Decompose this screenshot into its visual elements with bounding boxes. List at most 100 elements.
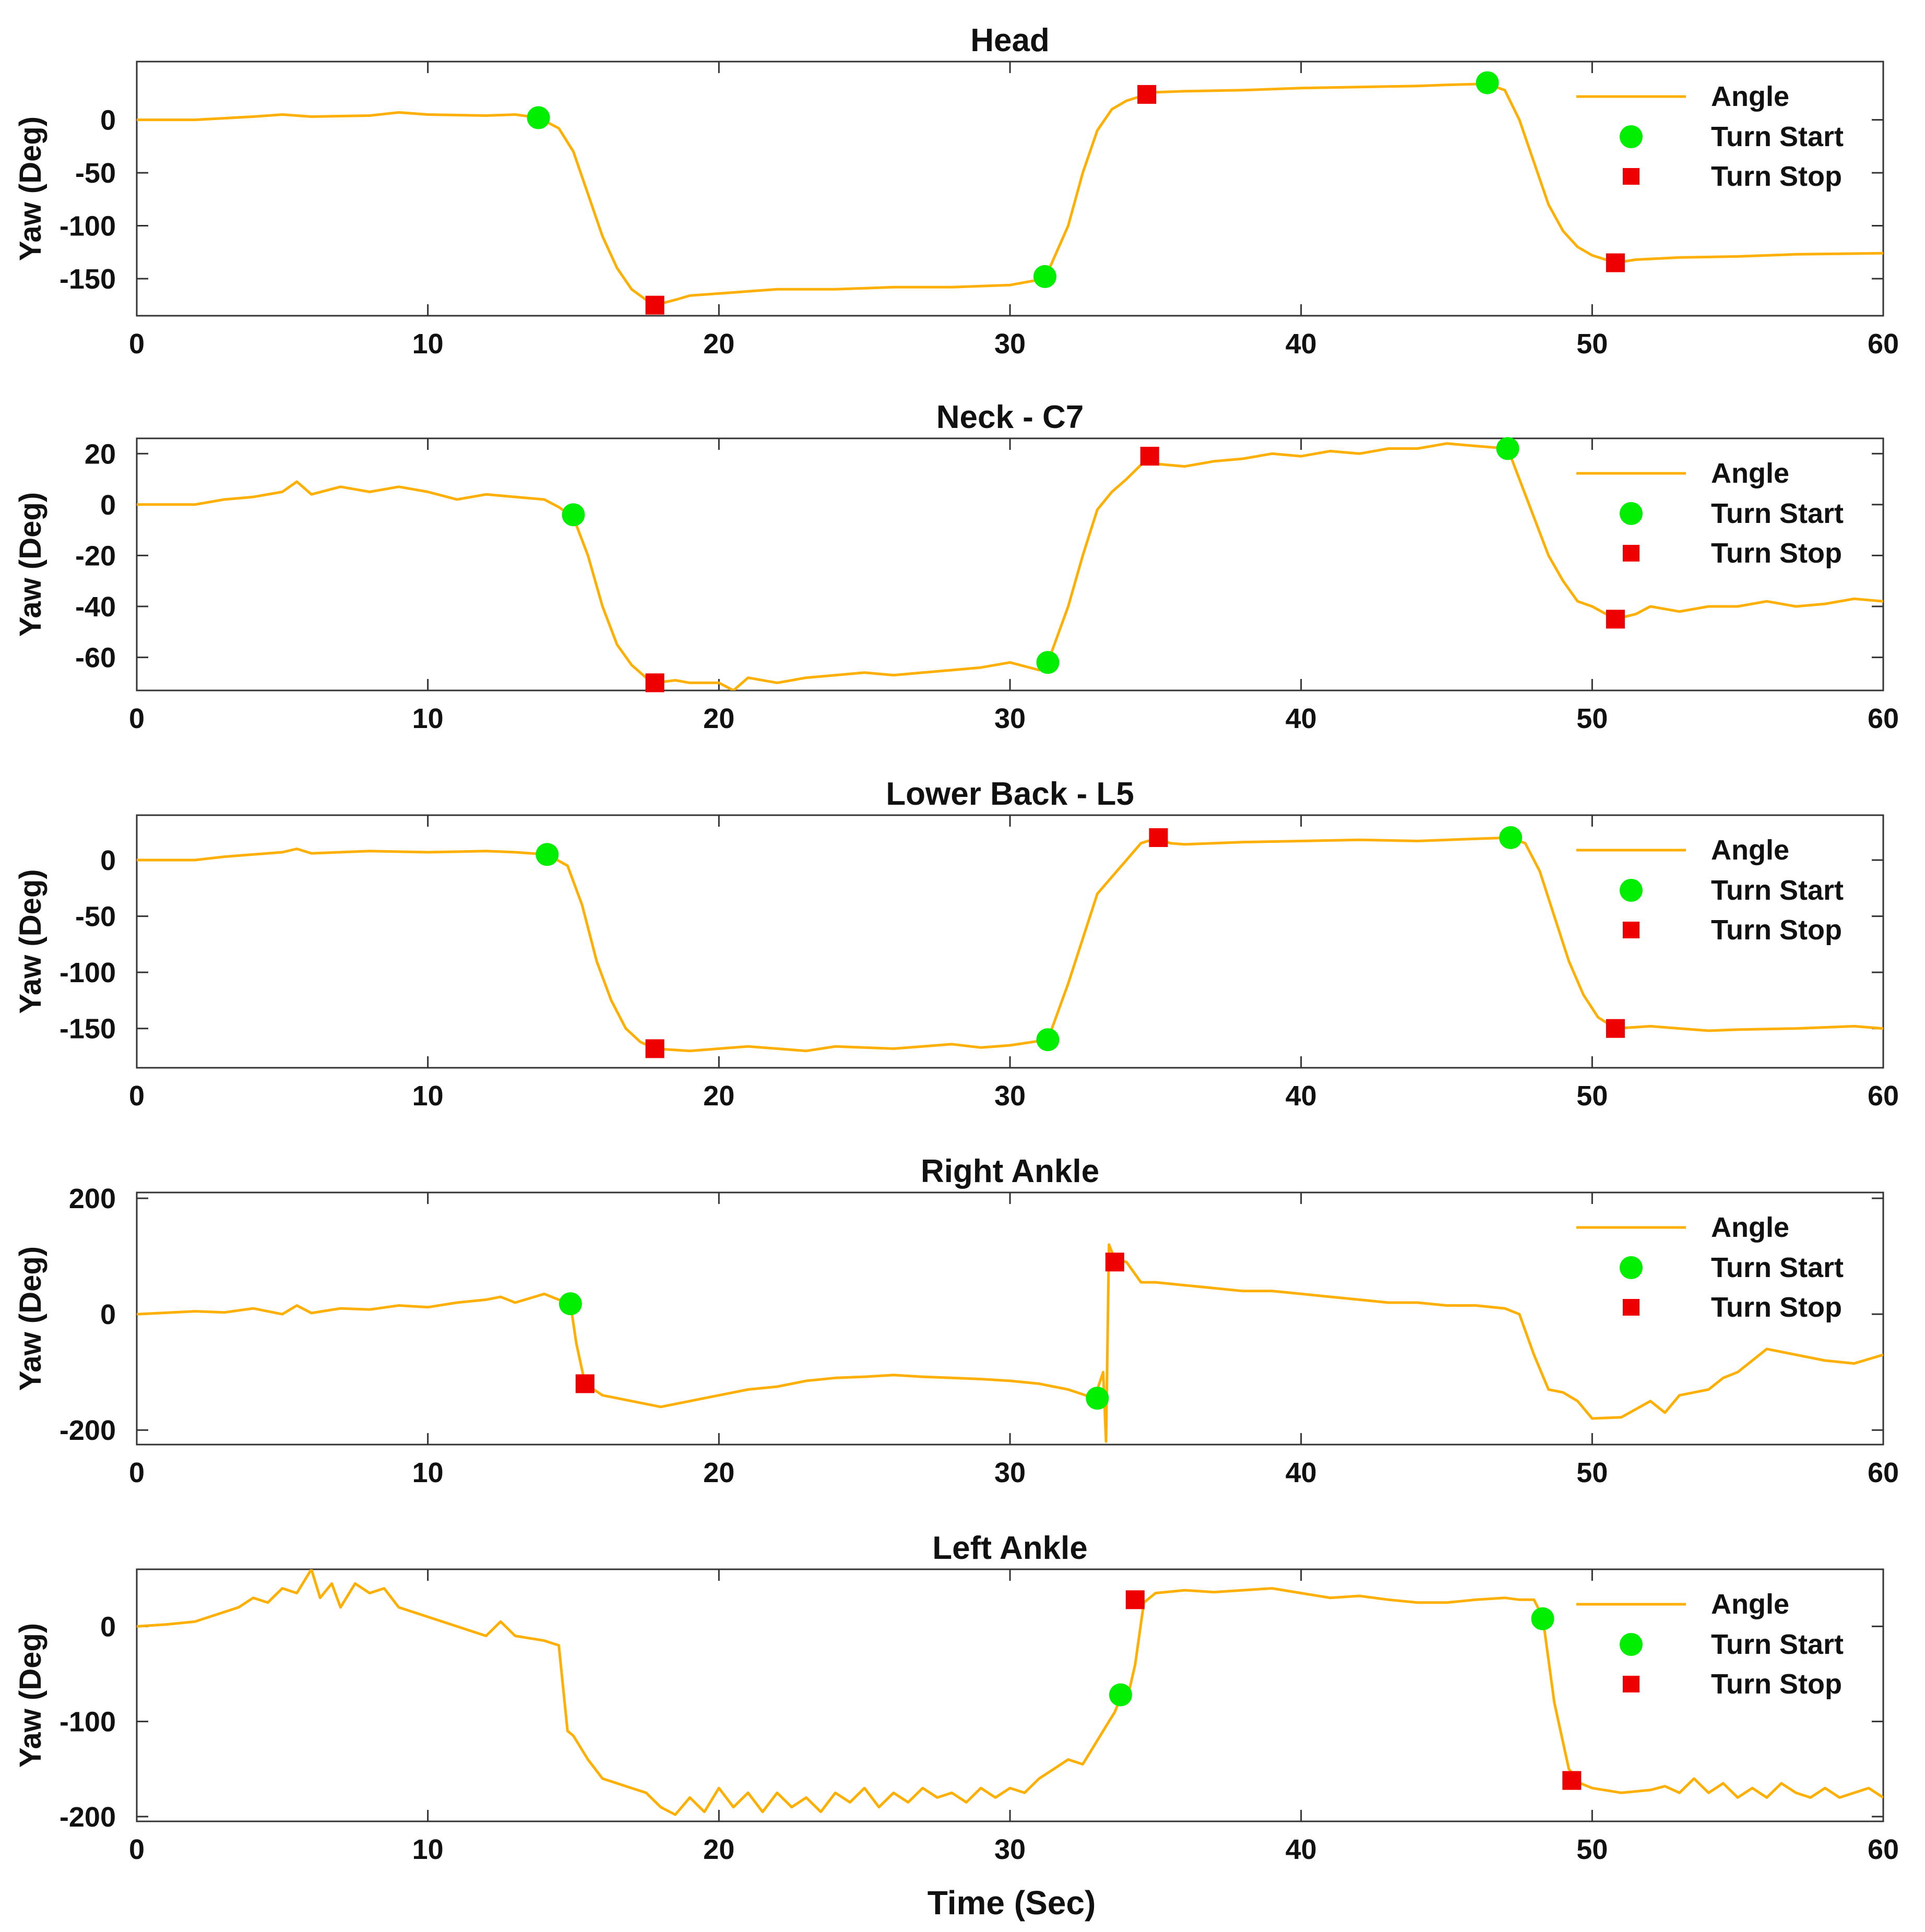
angle-series-line — [137, 1243, 1883, 1443]
legend-label-turn-stop: Turn Stop — [1711, 914, 1842, 946]
legend: Angle Turn Start Turn Stop — [1576, 81, 1844, 192]
axes-box — [136, 1191, 1884, 1446]
panel-title: Left Ankle — [932, 1530, 1087, 1566]
y-tick-label: -100 — [60, 957, 116, 988]
x-axis-label: Time (Sec) — [928, 1884, 1096, 1922]
y-axis-label: Yaw (Deg) — [14, 869, 47, 1013]
panel-4: Left Ankle Yaw (Deg) 0 10 20 30 40 50 60 -200 -100… — [14, 1530, 1899, 1865]
legend-label-turn-start: Turn Start — [1711, 121, 1844, 152]
panel-title: Head — [970, 22, 1050, 58]
legend-turn-start-swatch — [1620, 879, 1643, 902]
x-tick-label: 50 — [1576, 1080, 1608, 1112]
legend-turn-stop-swatch — [1623, 1299, 1639, 1316]
x-tick-label: 20 — [703, 1080, 734, 1112]
x-tick-label: 30 — [994, 1080, 1026, 1112]
turn-start-marker — [1036, 1028, 1060, 1052]
turn-start-marker — [562, 503, 585, 527]
legend-label-turn-start: Turn Start — [1711, 498, 1844, 529]
y-tick-label: -50 — [75, 901, 116, 933]
angle-series-line — [137, 836, 1883, 1053]
turn-start-marker — [1496, 437, 1519, 460]
x-tick-label: 30 — [994, 1834, 1026, 1865]
turn-stop-marker — [1606, 610, 1625, 629]
y-tick-label: -60 — [75, 642, 116, 674]
legend-label-turn-start: Turn Start — [1711, 875, 1844, 906]
legend-label-angle: Angle — [1711, 81, 1789, 112]
x-tick-label: 60 — [1868, 1834, 1899, 1865]
turn-stop-marker — [1125, 1590, 1145, 1609]
turn-stop-marker — [645, 295, 664, 315]
x-tick-label: 50 — [1576, 703, 1608, 734]
legend-label-angle: Angle — [1711, 1589, 1789, 1620]
turn-stop-marker — [1137, 85, 1157, 104]
legend-label-turn-stop: Turn Stop — [1711, 1668, 1842, 1700]
x-tick-label: 20 — [703, 328, 734, 360]
y-tick-label: 20 — [85, 438, 116, 470]
legend-label-turn-start: Turn Start — [1711, 1252, 1844, 1283]
legend-turn-start-swatch — [1620, 1633, 1643, 1656]
y-tick-label: -40 — [75, 591, 116, 623]
legend-label-angle: Angle — [1711, 458, 1789, 489]
y-tick-label: 0 — [100, 1299, 116, 1330]
legend: Angle Turn Start Turn Stop — [1576, 1589, 1844, 1700]
y-axis-label: Yaw (Deg) — [14, 492, 47, 637]
y-tick-label: -150 — [60, 1013, 116, 1045]
legend-turn-start-swatch — [1620, 502, 1643, 525]
legend-turn-stop-swatch — [1623, 545, 1639, 562]
x-tick-label: 10 — [412, 1834, 444, 1865]
axes-box — [136, 437, 1884, 691]
x-tick-label: 10 — [412, 1457, 444, 1488]
legend-label-angle: Angle — [1711, 1212, 1789, 1243]
y-tick-label: -100 — [60, 1707, 116, 1738]
panel-title: Right Ankle — [921, 1153, 1099, 1189]
y-tick-label: -100 — [60, 211, 116, 242]
legend-turn-stop-swatch — [1623, 1676, 1639, 1692]
x-tick-label: 60 — [1868, 703, 1899, 734]
y-tick-label: 0 — [100, 845, 116, 876]
y-tick-label: -20 — [75, 540, 116, 571]
turn-start-marker — [1036, 651, 1060, 674]
y-axis-label: Yaw (Deg) — [14, 1623, 47, 1768]
y-tick-label: 0 — [100, 490, 116, 521]
legend: Angle Turn Start Turn Stop — [1576, 834, 1844, 946]
axes-box — [136, 61, 1884, 317]
turn-stop-marker — [1562, 1771, 1582, 1790]
y-tick-label: -150 — [60, 264, 116, 295]
panel-title: Neck - C7 — [936, 399, 1084, 435]
panel-0: Head Yaw (Deg) 0 10 20 30 40 50 60 -150 -100 -50 0 An… — [14, 22, 1899, 360]
x-tick-label: 10 — [412, 1080, 444, 1112]
panel-3: Right Ankle Yaw (Deg) 0 10 20 30 40 50 60 -200 0 20… — [14, 1153, 1899, 1488]
angle-series-line — [137, 82, 1883, 307]
x-tick-label: 60 — [1868, 328, 1899, 360]
legend-turn-stop-swatch — [1623, 922, 1639, 938]
x-tick-label: 10 — [412, 703, 444, 734]
x-tick-label: 40 — [1286, 1834, 1317, 1865]
turn-stop-marker — [1140, 447, 1159, 466]
panel-2: Lower Back - L5 Yaw (Deg) 0 10 20 30 40 50 60 -15… — [14, 776, 1899, 1112]
y-tick-label: 200 — [69, 1183, 116, 1214]
y-axis-label: Yaw (Deg) — [14, 1246, 47, 1391]
angle-series-line — [137, 442, 1883, 690]
y-tick-label: 0 — [100, 1611, 116, 1642]
x-tick-label: 10 — [412, 328, 444, 360]
turn-start-marker — [559, 1292, 582, 1316]
x-tick-label: 50 — [1576, 1834, 1608, 1865]
x-tick-label: 60 — [1868, 1080, 1899, 1112]
turn-stop-marker — [575, 1374, 595, 1393]
legend-label-turn-stop: Turn Stop — [1711, 161, 1842, 192]
x-tick-label: 40 — [1286, 703, 1317, 734]
x-tick-label: 50 — [1576, 328, 1608, 360]
turn-start-marker — [536, 843, 559, 866]
turn-stop-marker — [1606, 253, 1625, 272]
angle-series-line — [137, 1569, 1883, 1816]
x-tick-label: 0 — [129, 1080, 145, 1112]
turn-start-marker — [1033, 265, 1056, 288]
x-tick-label: 30 — [994, 1457, 1026, 1488]
y-tick-label: -200 — [60, 1415, 116, 1446]
turn-start-marker — [1531, 1607, 1554, 1630]
turn-start-marker — [1109, 1683, 1132, 1707]
x-tick-label: 30 — [994, 328, 1026, 360]
panel-1: Neck - C7 Yaw (Deg) 0 10 20 30 40 50 60 -60 -40 -20… — [14, 399, 1899, 734]
x-tick-label: 30 — [994, 703, 1026, 734]
